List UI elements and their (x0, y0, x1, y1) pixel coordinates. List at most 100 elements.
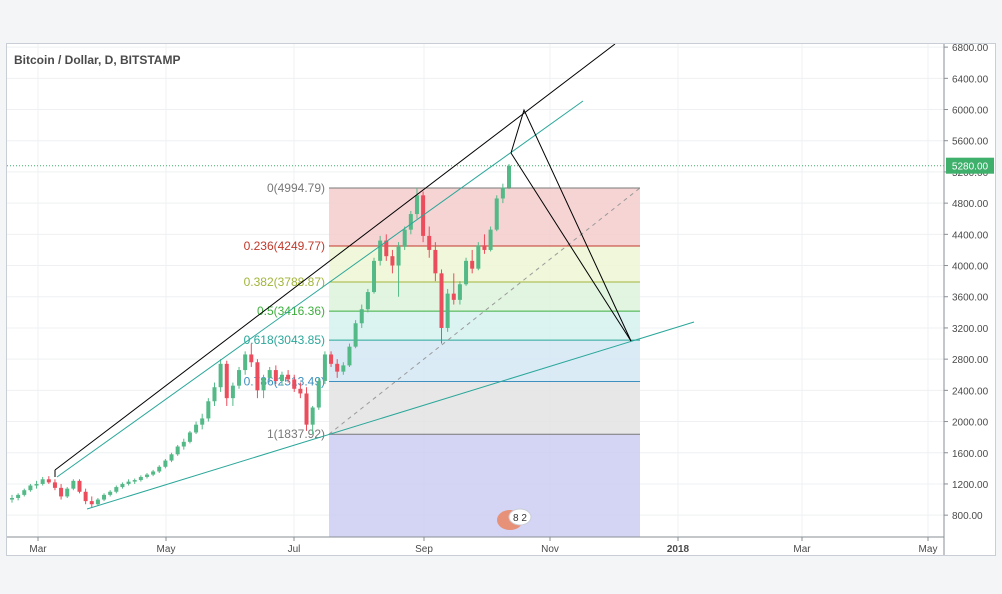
projection-line (510, 152, 632, 342)
candle-body (28, 485, 33, 491)
candle-body (329, 354, 334, 364)
last-price-badge-text: 5280.00 (952, 162, 989, 173)
candle-body (95, 499, 100, 505)
x-tick-label: May (157, 544, 176, 555)
y-tick-label: 3600.00 (952, 293, 989, 304)
y-tick-label: 2000.00 (952, 418, 989, 429)
fib-zone (329, 434, 640, 537)
candle-body (451, 293, 456, 300)
fib-zone (329, 311, 640, 341)
candle-body (414, 195, 419, 215)
candle-body (132, 480, 137, 482)
y-tick-label: 2400.00 (952, 386, 989, 397)
candle-body (34, 483, 39, 486)
fib-level-label: 0.236(4249.77) (244, 239, 325, 253)
x-tick-label: May (919, 544, 938, 555)
y-tick-label: 3200.00 (952, 324, 989, 335)
candle-body (206, 401, 211, 419)
candle-body (322, 354, 327, 381)
candle-body (102, 494, 107, 500)
fib-zone (329, 340, 640, 382)
candle-body (310, 407, 315, 425)
candle-body (482, 245, 487, 250)
candle-body (187, 432, 192, 442)
candle-body (59, 487, 64, 497)
y-tick-label: 4800.00 (952, 199, 989, 210)
candle-body (378, 240, 383, 261)
x-tick-label: 2018 (667, 544, 690, 555)
candle-body (157, 466, 162, 472)
watermark-text: 8 2 (513, 513, 527, 524)
fib-level-label: 1(1837.92) (267, 427, 325, 441)
candle-body (89, 501, 94, 505)
candle-body (237, 370, 242, 386)
x-tick-label: Sep (415, 544, 433, 555)
y-tick-label: 1200.00 (952, 480, 989, 491)
fib-level-label: 0.618(3043.85) (244, 333, 325, 347)
candle-body (169, 454, 174, 461)
candle-body (457, 284, 462, 300)
watermark-bubble (508, 508, 532, 526)
fib-trend-dashed-line (328, 187, 641, 435)
candle-body (286, 374, 291, 380)
candle-body (181, 441, 186, 447)
candle-body (200, 418, 205, 425)
candle-body (273, 370, 278, 381)
candle-body (212, 387, 217, 402)
candle-body (114, 487, 119, 492)
y-tick-label: 6800.00 (952, 43, 989, 54)
x-tick-label: Mar (793, 544, 811, 555)
upper-trendline-black (54, 44, 616, 471)
candle-body (476, 245, 481, 269)
candle-body (341, 365, 346, 372)
watermark-badge: 8 2 (497, 508, 532, 530)
candle-body (470, 260, 475, 269)
candle-body (304, 393, 309, 425)
chart-title: Bitcoin / Dollar, D, BITSTAMP (14, 53, 181, 67)
candle-body (433, 249, 438, 274)
candle-body (267, 370, 272, 378)
candle-body (194, 424, 199, 433)
candle-body (40, 479, 45, 484)
candle-body (138, 476, 143, 481)
candle-body (249, 354, 254, 363)
fib-level-label: 0.382(3788.87) (244, 275, 325, 289)
candle-body (230, 385, 235, 399)
candle-body (507, 165, 511, 188)
fib-level-label: 0(4994.79) (267, 181, 325, 195)
candle-body (255, 362, 260, 391)
y-tick-label: 1600.00 (952, 449, 989, 460)
candle-body (359, 309, 364, 324)
fib-zone (329, 282, 640, 312)
candle-body (500, 187, 505, 199)
last-price-badge (946, 157, 994, 174)
lower-trendline-teal (86, 321, 695, 510)
x-tick-label: Jul (288, 544, 301, 555)
y-tick-label: 2800.00 (952, 355, 989, 366)
candle-body (71, 480, 76, 489)
y-tick-label: 800.00 (952, 511, 983, 522)
candle-body (261, 377, 266, 391)
x-tick-label: Mar (29, 544, 47, 555)
candle-body (108, 491, 113, 495)
candle-body (144, 474, 149, 477)
candle-body (390, 256, 395, 266)
candle-body (298, 388, 303, 394)
candle-body (218, 363, 223, 388)
candle-body (151, 471, 156, 475)
candle-body (439, 273, 444, 328)
candle-body (316, 380, 321, 408)
candle-body (16, 494, 21, 498)
candle-body (372, 260, 377, 293)
y-tick-label: 5600.00 (952, 137, 989, 148)
candle-body (243, 354, 248, 371)
y-tick-label: 4000.00 (952, 262, 989, 273)
candle-body (22, 490, 27, 495)
candle-body (120, 483, 125, 488)
candle-body (65, 488, 70, 497)
candle-body (464, 260, 469, 285)
candle-body (77, 480, 82, 492)
candle-body (396, 246, 401, 266)
candle-body (52, 482, 57, 488)
